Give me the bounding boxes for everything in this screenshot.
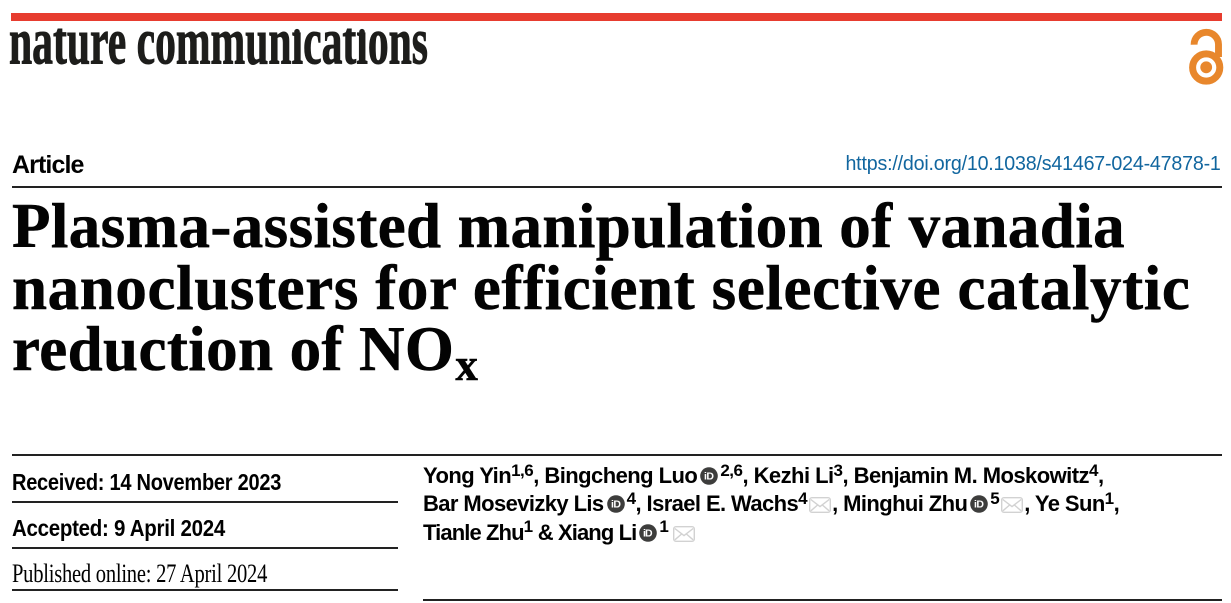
svg-text:nature communications: nature communications [9,18,428,78]
svg-text:iD: iD [974,499,984,511]
svg-text:iD: iD [611,499,621,511]
svg-text:iD: iD [643,527,653,539]
svg-text:iD: iD [704,471,714,483]
